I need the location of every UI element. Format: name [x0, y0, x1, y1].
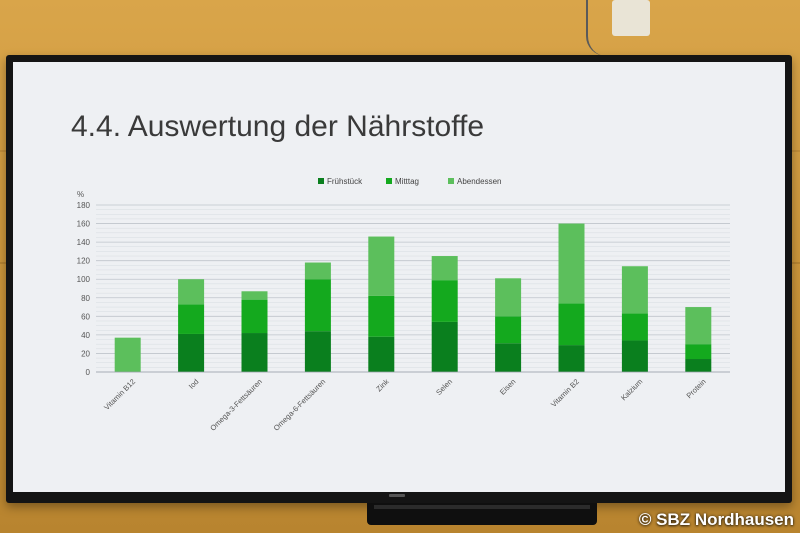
bar-segment — [558, 223, 585, 304]
y-tick-label: 40 — [81, 331, 90, 340]
y-tick-label: 180 — [77, 201, 91, 210]
bar-segment — [621, 313, 648, 341]
bar-segment — [495, 316, 522, 344]
x-tick-label: Zink — [374, 377, 391, 394]
bar-segment — [685, 359, 712, 372]
bar-segment — [241, 291, 268, 300]
stacked-bar-chart: 0 20 40 60 80 100 120 140 160 180% Frühstück Mittta… — [77, 177, 730, 433]
x-tick-label: Eisen — [498, 377, 518, 397]
y-tick-label: 60 — [81, 312, 90, 321]
x-tick-label: Omega-3-Fettsäuren — [208, 377, 264, 433]
bar-segment — [114, 337, 141, 372]
bar-segment — [685, 344, 712, 360]
bar-segment — [685, 307, 712, 345]
bar-segment — [621, 340, 648, 372]
legend-label: Frühstück — [327, 177, 363, 186]
presentation-screen: 4.4. Auswertung der Nährstoffe 0 20 40 60 80… — [13, 62, 785, 492]
copyright-watermark: © SBZ Nordhausen — [638, 510, 794, 529]
y-tick-label: 20 — [81, 349, 90, 358]
x-tick-label: Protein — [685, 377, 708, 400]
bar-segment — [495, 278, 522, 317]
bar-segment — [431, 321, 458, 372]
bar-segment — [558, 345, 585, 372]
y-tick-label: 140 — [77, 238, 91, 247]
bar-segment — [621, 266, 648, 314]
bar-segment — [304, 279, 331, 332]
x-tick-label: Selen — [434, 377, 454, 397]
bar-segment — [178, 304, 205, 334]
bar-segment — [558, 303, 585, 346]
bar-segment — [368, 295, 395, 337]
bar-segment — [304, 331, 331, 372]
y-tick-label: 160 — [77, 220, 91, 229]
bar-segment — [304, 262, 331, 280]
bar-segment — [368, 336, 395, 372]
bar-segment — [178, 279, 205, 305]
x-tick-label: Omega-6-Fettsäuren — [272, 377, 328, 433]
y-tick-label: 120 — [77, 257, 91, 266]
bar-segment — [431, 256, 458, 281]
monitor-brand-logo — [389, 494, 405, 497]
bar-segment — [241, 333, 268, 372]
monitor: 4.4. Auswertung der Nährstoffe 0 20 40 60 80… — [6, 55, 792, 503]
bar-segment — [368, 236, 395, 296]
wall-outlet — [612, 0, 650, 36]
bar-segment — [178, 333, 205, 372]
x-tick-label: Iod — [187, 377, 201, 391]
legend-swatch — [318, 178, 324, 184]
legend-swatch — [448, 178, 454, 184]
x-tick-label: Kalzium — [619, 377, 644, 402]
x-tick-label: Vitamin B2 — [549, 377, 581, 409]
wall-cable — [586, 0, 628, 56]
bar-segment — [495, 343, 522, 372]
y-tick-label: 0 — [86, 368, 91, 377]
monitor-stand-edge — [374, 505, 590, 509]
y-axis-label: % — [77, 190, 84, 199]
legend-label: Mitttag — [395, 177, 419, 186]
x-tick-label: Vitamin B12 — [102, 377, 137, 412]
y-tick-label: 100 — [77, 275, 91, 284]
legend-swatch — [386, 178, 392, 184]
slide-title: 4.4. Auswertung der Nährstoffe — [71, 110, 485, 143]
y-tick-label: 80 — [81, 294, 90, 303]
bar-segment — [431, 280, 458, 322]
bar-segment — [241, 299, 268, 334]
legend-label: Abendessen — [457, 177, 501, 186]
